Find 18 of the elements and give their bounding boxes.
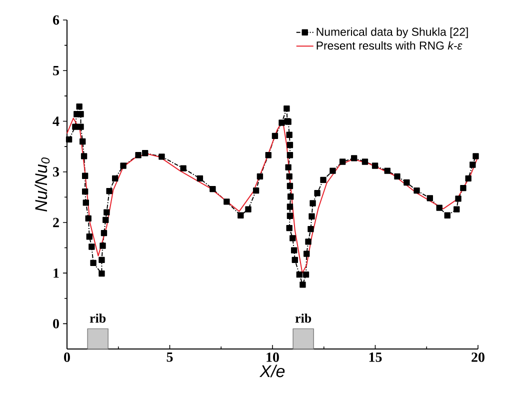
band-label: rib [295, 314, 312, 323]
x-tick-label: 10 [266, 352, 279, 362]
legend-label: Numerical data by Shukla [22] [316, 27, 468, 38]
x-axis-title: X/e [259, 364, 285, 378]
y-tick-label: 2 [53, 218, 59, 228]
y-tick-label: 1 [54, 268, 59, 278]
x-tick-label: 5 [166, 352, 173, 362]
x-tick-label: 20 [472, 352, 484, 362]
x-tick-label: 15 [369, 352, 382, 362]
y-tick-label: 3 [53, 167, 60, 177]
y-tick-label: 0 [53, 318, 59, 328]
y-axis-title: Nu/Nu$_{0}$ [34, 158, 50, 212]
x-tick-label: 0 [64, 352, 70, 362]
legend-label: Present results with RNG k-ε [316, 41, 462, 50]
y-tick-label: 5 [53, 66, 59, 76]
y-tick-label: 6 [53, 15, 60, 25]
y-tick-label: 4 [52, 116, 60, 126]
band-label: rib [90, 314, 106, 323]
